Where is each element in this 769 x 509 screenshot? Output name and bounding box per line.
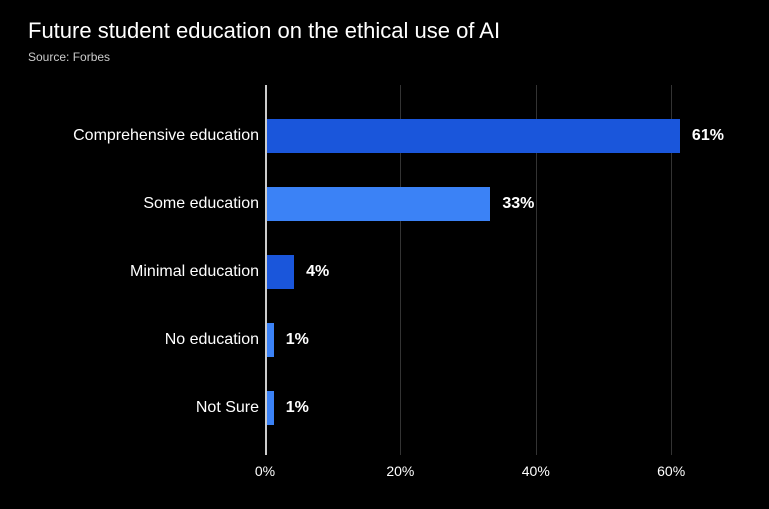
x-tick-label: 20% [386, 463, 414, 479]
bar [267, 119, 680, 153]
value-label: 1% [286, 331, 309, 349]
category-label: Minimal education [130, 263, 259, 281]
chart-title: Future student education on the ethical … [28, 18, 500, 44]
bar [267, 255, 294, 289]
x-tick-label: 60% [657, 463, 685, 479]
chart-source: Source: Forbes [28, 50, 110, 64]
value-label: 61% [692, 127, 724, 145]
chart-area: 0% 20% 40% 60% Comprehensive education 61% So… [0, 85, 769, 485]
x-tick-label: 40% [522, 463, 550, 479]
value-label: 33% [502, 195, 534, 213]
bar [267, 391, 274, 425]
category-label: Some education [143, 195, 259, 213]
bar-row: Some education 33% [0, 183, 769, 225]
bar-row: Not Sure 1% [0, 387, 769, 429]
value-label: 1% [286, 399, 309, 417]
bar-row: Minimal education 4% [0, 251, 769, 293]
bar [267, 187, 490, 221]
category-label: No education [165, 331, 259, 349]
bar-row: No education 1% [0, 319, 769, 361]
bar-row: Comprehensive education 61% [0, 115, 769, 157]
bar [267, 323, 274, 357]
category-label: Not Sure [196, 399, 259, 417]
x-tick-label: 0% [255, 463, 275, 479]
value-label: 4% [306, 263, 329, 281]
category-label: Comprehensive education [73, 127, 259, 145]
